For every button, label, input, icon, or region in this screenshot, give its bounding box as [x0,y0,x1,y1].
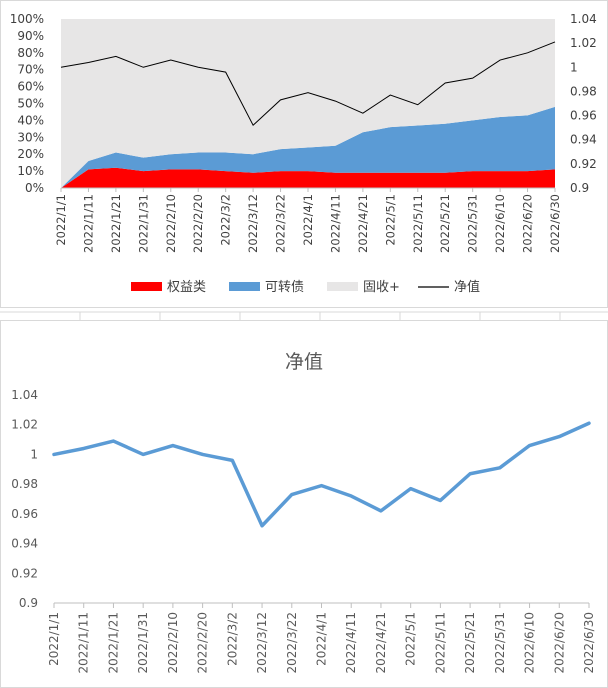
y-tick-label: 0.9 [19,596,38,610]
x-tick-label: 2022/1/1 [54,194,68,246]
x-tick-label: 2022/3/22 [274,194,288,253]
x-tick-label: 2022/2/10 [164,194,178,253]
x-tick-label: 2022/5/11 [433,612,447,674]
x-tick-label: 2022/5/21 [463,612,477,674]
x-tick-label: 2022/3/22 [285,612,299,674]
y-tick-label: 0% [25,181,44,195]
bottom-y-axis: 0.9 0.92 0.94 0.96 0.98 1 1.02 1.04 [11,388,38,610]
x-tick-label: 2022/6/10 [493,194,507,253]
x-tick-label: 2022/3/12 [255,612,269,674]
y-tick-label: 10% [17,164,44,178]
y-tick-label: 0.92 [11,566,38,580]
y-tick-label: 20% [17,147,44,161]
nav-series-line [60,41,556,127]
y-tick-label: 1.04 [11,388,38,402]
x-tick-label: 2022/6/30 [548,194,562,253]
x-tick-label: 2022/5/1 [383,194,397,246]
y2-tick-label: 1.04 [570,12,597,26]
x-tick-label: 2022/6/10 [523,612,537,674]
allocation-chart: 0%10%20%30%40%50%60%70%80%90%100% 0.90.9… [10,12,597,295]
x-tick-label: 2022/5/1 [404,612,418,666]
x-tick-label: 2022/2/10 [166,612,180,674]
y2-tick-label: 0.96 [570,109,597,123]
x-tick-label: 2022/5/31 [493,612,507,674]
y-tick-label: 30% [17,130,44,144]
x-tick-label: 2022/1/21 [106,612,120,674]
y-tick-label: 90% [17,29,44,43]
x-tick-label: 2022/4/21 [356,194,370,253]
x-tick-label: 2022/1/1 [47,612,61,666]
nav-line [52,421,591,528]
legend-label: 可转债 [265,280,304,295]
legend-label: 固收+ [363,280,400,295]
y-tick-label: 60% [17,80,44,94]
y-tick-label: 1.02 [11,418,38,432]
legend-label: 净值 [454,279,480,295]
x-tick-label: 2022/4/1 [301,194,315,246]
x-tick-label: 2022/2/20 [196,612,210,674]
allocation-areas [61,19,555,188]
y-tick-label: 0.96 [11,507,38,521]
bottom-x-axis: 2022/1/1 2022/1/11 2022/1/21 2022/1/31 2022/… [47,602,596,674]
x-tick-label: 2022/3/2 [219,194,233,246]
top-x-axis: 2022/1/1 2022/1/11 2022/1/21 2022/1/31 2022/… [54,187,562,253]
nav-chart: 净值 0.9 0.92 0.94 0.96 0.98 1 1.02 1.04 2022/1/1… [11,351,596,674]
y2-tick-label: 0.9 [570,181,589,195]
x-tick-label: 2022/6/30 [582,612,596,674]
nav-line-overlay [60,41,556,127]
x-tick-label: 2022/2/20 [191,194,205,253]
x-tick-label: 2022/3/12 [246,194,260,253]
y-tick-label: 80% [17,46,44,60]
nav-series-line [52,421,591,528]
x-tick-label: 2022/1/11 [81,194,95,253]
right-y-axis: 0.9 0.92 0.94 0.96 0.98 1 1.02 1.04 [570,12,597,195]
legend-swatch [131,282,162,291]
legend: 权益类 可转债 固收+ 净值 [131,279,480,295]
chart-title: 净值 [285,351,323,373]
x-tick-label: 2022/6/20 [552,612,566,674]
y-tick-label: 100% [10,12,44,26]
x-tick-label: 2022/4/11 [328,194,342,253]
y-tick-label: 1 [30,447,38,461]
area-series-2 [61,19,555,188]
y-tick-label: 0.94 [11,537,38,551]
x-tick-label: 2022/1/31 [136,194,150,253]
y-tick-label: 40% [17,113,44,127]
x-tick-label: 2022/5/21 [438,194,452,253]
x-tick-label: 2022/1/11 [77,612,91,674]
x-tick-label: 2022/4/11 [344,612,358,674]
legend-label: 权益类 [167,279,206,295]
left-y-axis: 0% 10% 20% 30% 40% 50% 60% 70% 80% 90% 100% [10,12,44,195]
x-tick-label: 2022/5/11 [411,194,425,253]
x-tick-label: 2022/1/31 [136,612,150,674]
x-tick-label: 2022/6/20 [521,194,535,253]
y2-tick-label: 1 [570,60,578,74]
y2-tick-label: 1.02 [570,36,597,50]
legend-swatch [229,282,260,291]
x-tick-label: 2022/4/21 [374,612,388,674]
y-tick-label: 70% [17,63,44,77]
y2-tick-label: 0.94 [570,133,597,147]
y-tick-label: 0.98 [11,477,38,491]
x-tick-label: 2022/3/2 [225,612,239,666]
bottom-chart-frame [0,320,608,688]
y-tick-label: 50% [17,97,44,111]
x-tick-label: 2022/1/21 [109,194,123,253]
y2-tick-label: 0.98 [570,84,597,98]
legend-swatch [327,282,358,291]
x-tick-label: 2022/5/31 [466,194,480,253]
area-series-0 [61,167,555,188]
y2-tick-label: 0.92 [570,157,597,171]
x-tick-label: 2022/4/1 [315,612,329,666]
